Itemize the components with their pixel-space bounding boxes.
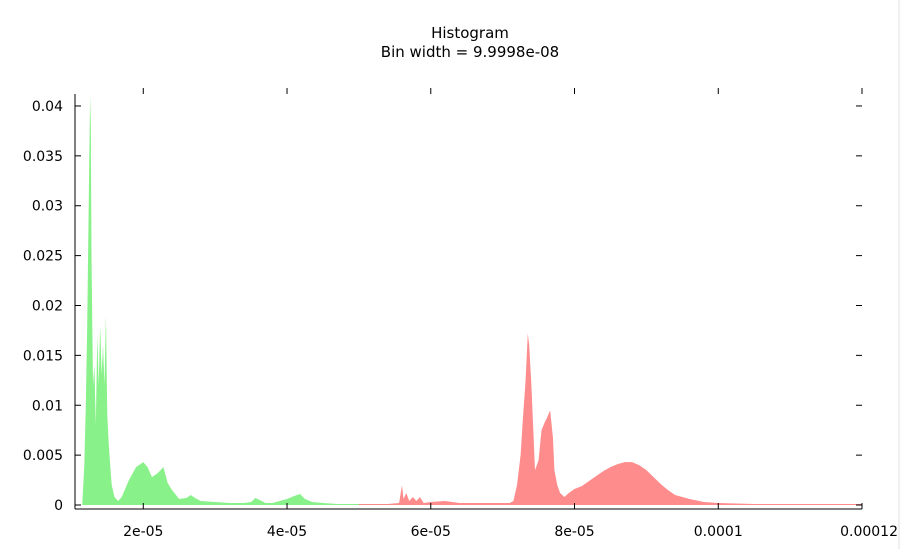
chart-title: Histogram [431,24,509,42]
x-tick-label: 0.0001 [694,524,743,540]
y-tick-label: 0.01 [32,398,63,414]
y-tick-label: 0.025 [23,249,63,265]
x-tick-label: 0.00012 [840,524,898,540]
y-tick-label: 0.03 [32,199,63,215]
y-tick-label: 0.005 [23,448,63,464]
y-tick-label: 0.035 [23,149,63,165]
series-1-area [82,96,467,505]
series-2-area [358,333,862,505]
window-edge [898,0,900,549]
y-tick-label: 0 [54,498,63,514]
y-tick-label: 0.02 [32,298,63,314]
x-tick-label: 2e-05 [123,524,163,540]
y-tick-label: 0.015 [23,348,63,364]
chart-subtitle: Bin width = 9.9998e-08 [380,43,560,61]
y-tick-label: 0.04 [32,99,63,115]
x-tick-label: 4e-05 [267,524,307,540]
x-tick-label: 6e-05 [411,524,451,540]
x-tick-label: 8e-05 [554,524,594,540]
